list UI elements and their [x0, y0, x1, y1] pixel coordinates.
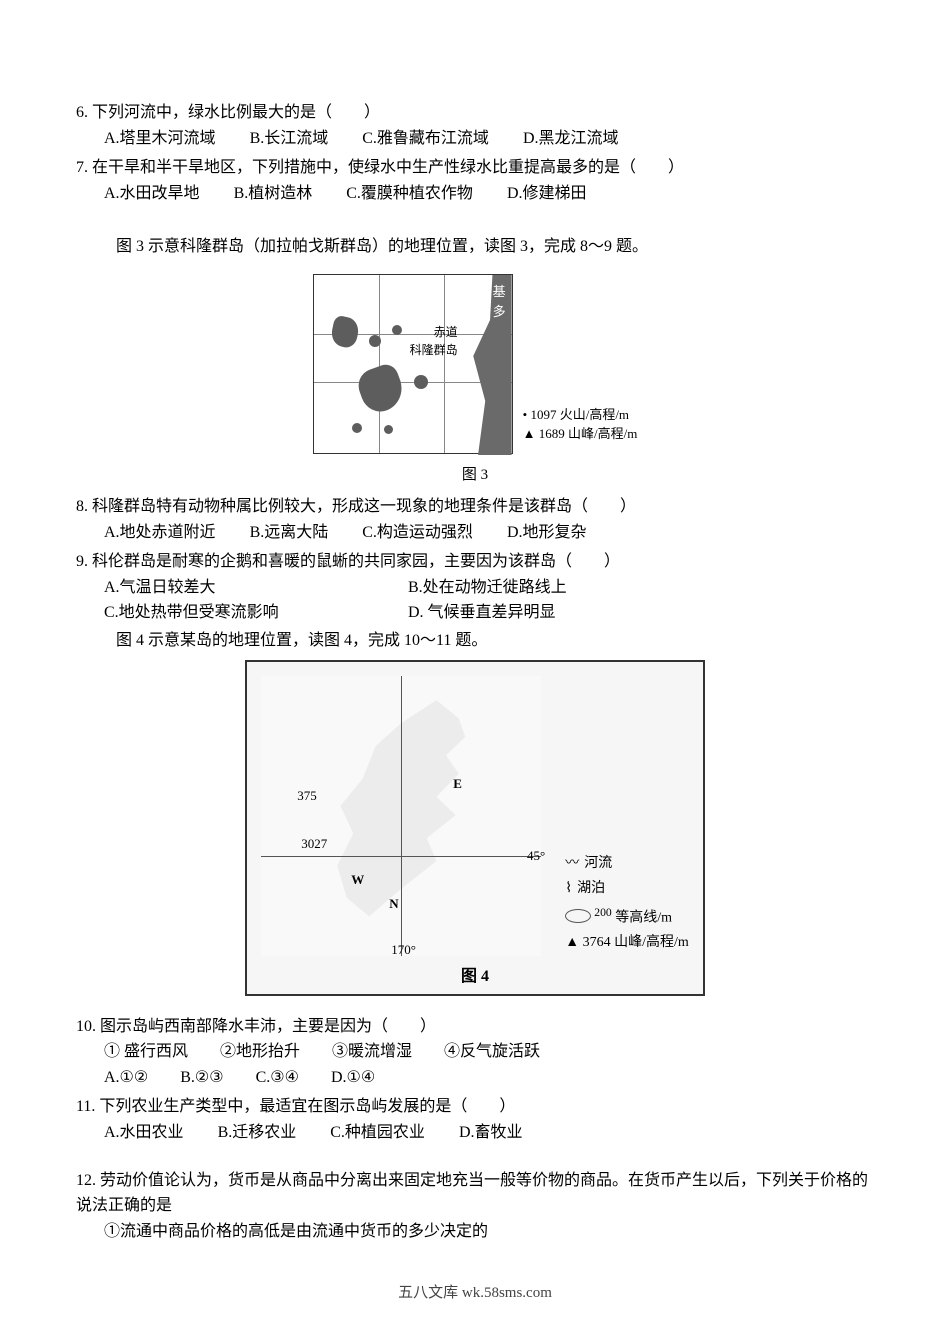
q12-circled: ①流通中商品价格的高低是由流通中货币的多少决定的: [76, 1219, 874, 1245]
q9-opt-d: D. 气候垂直差异明显: [408, 600, 708, 626]
figure-3-legend: • 1097 火山/高程/m ▲ 1689 山峰/高程/m: [523, 405, 638, 454]
q10-c1: ① 盛行西风: [104, 1043, 188, 1060]
q6-number: 6.: [76, 104, 88, 121]
question-6: 6. 下列河流中，绿水比例最大的是（ ） A.塔里木河流域 B.长江流域 C.雅…: [76, 100, 874, 151]
q7-stem: 在干旱和半干旱地区，下列措施中，使绿水中生产性绿水比重提高最多的是（ ）: [92, 159, 684, 176]
q8-opt-c: C.构造运动强烈: [362, 520, 473, 546]
q10-c4: ④反气旋活跃: [444, 1043, 540, 1060]
fig4-other-y: 375: [297, 788, 317, 804]
fig3-legend2-num: ▲ 1689: [523, 426, 565, 441]
q7-opt-d: D.修建梯田: [507, 181, 587, 207]
q12-stem: 劳动价值论认为，货币是从商品中分离出来固定地充当一般等价物的商品。在货币产生以后…: [76, 1172, 868, 1215]
q8-opt-b: B.远离大陆: [250, 520, 329, 546]
q8-number: 8.: [76, 498, 88, 515]
q11-opt-c: C.种植园农业: [330, 1120, 425, 1146]
fig4-letter-w: W: [351, 872, 364, 888]
fig4-legend-lake: 湖泊: [577, 881, 605, 896]
q11-stem: 下列农业生产类型中，最适宜在图示岛屿发展的是（ ）: [99, 1098, 515, 1115]
q11-opt-a: A.水田农业: [104, 1120, 184, 1146]
figure-4-legend: 〰 河流 ⌇ 湖泊 200 等高线/m ▲ 3764 山峰/高程/m: [565, 851, 689, 955]
fig3-label-ji: 基: [493, 281, 506, 300]
q6-stem: 下列河流中，绿水比例最大的是（ ）: [92, 104, 380, 121]
fig3-legend1-num: • 1097: [523, 407, 557, 422]
q9-opt-c: C.地处热带但受寒流影响: [104, 600, 404, 626]
q6-opt-a: A.塔里木河流域: [104, 126, 216, 152]
fig3-legend1-txt: 火山/高程/m: [560, 407, 629, 422]
q9-options: A.气温日较差大 B.处在动物迁徙路线上 C.地处热带但受寒流影响 D. 气候垂…: [76, 575, 874, 626]
fig4-legend-peak-num: ▲ 3764: [565, 935, 610, 950]
question-9: 9. 科伦群岛是耐寒的企鹅和喜暖的鼠蜥的共同家园，主要因为该群岛（ ） A.气温…: [76, 549, 874, 653]
fig4-letter-n: N: [389, 896, 398, 912]
q6-options: A.塔里木河流域 B.长江流域 C.雅鲁藏布江流域 D.黑龙江流域: [76, 126, 874, 152]
q10-opt-a: A.①②: [104, 1065, 148, 1091]
q11-opt-b: B.迁移农业: [218, 1120, 297, 1146]
question-12: 12. 劳动价值论认为，货币是从商品中分离出来固定地充当一般等价物的商品。在货币…: [76, 1168, 874, 1245]
q8-opt-d: D.地形复杂: [507, 520, 587, 546]
q8-stem: 科隆群岛特有动物种属比例较大，形成这一现象的地理条件是该群岛（ ）: [92, 498, 636, 515]
question-8: 8. 科隆群岛特有动物种属比例较大，形成这一现象的地理条件是该群岛（ ） A.地…: [76, 494, 874, 545]
figure-4-map: 170° 45° 375 3027 E W N: [261, 676, 541, 956]
q6-opt-d: D.黑龙江流域: [523, 126, 619, 152]
river-icon: 〰: [565, 856, 577, 871]
figure4-instruction: 图 4 示意某岛的地理位置，读图 4，完成 10～11 题。: [76, 628, 874, 654]
fig4-legend-contour-num: 200: [594, 906, 611, 919]
contour-icon: [565, 909, 591, 923]
q9-opt-a: A.气温日较差大: [104, 575, 404, 601]
q10-opt-d: D.①④: [331, 1065, 375, 1091]
q7-opt-c: C.覆膜种植农作物: [346, 181, 473, 207]
question-10: 10. 图示岛屿西南部降水丰沛，主要是因为（ ） ① 盛行西风 ②地形抬升 ③暖…: [76, 1014, 874, 1091]
figure-3-map: 基 多 赤道 科隆群岛: [313, 274, 513, 454]
fig3-tag-equator: 赤道: [434, 323, 458, 340]
q11-number: 11.: [76, 1098, 95, 1115]
q6-opt-b: B.长江流域: [250, 126, 329, 152]
fig4-axis-x: 170°: [391, 942, 416, 958]
q7-options: A.水田改旱地 B.植树造林 C.覆膜种植农作物 D.修建梯田: [76, 181, 874, 207]
fig3-label-duo: 多: [493, 301, 506, 320]
figure3-instruction: 图 3 示意科隆群岛（加拉帕戈斯群岛）的地理位置，读图 3，完成 8～9 题。: [76, 234, 874, 260]
page-footer: 五八文库 wk.58sms.com: [0, 1281, 950, 1302]
q7-number: 7.: [76, 159, 88, 176]
q10-opt-c: C.③④: [256, 1065, 299, 1091]
fig4-letter-e: E: [453, 776, 462, 792]
fig4-legend-peak: 山峰/高程/m: [614, 935, 689, 950]
question-7: 7. 在干旱和半干旱地区，下列措施中，使绿水中生产性绿水比重提高最多的是（ ） …: [76, 155, 874, 206]
figure-3-caption: 图 3: [76, 463, 874, 484]
q8-opt-a: A.地处赤道附近: [104, 520, 216, 546]
fig4-coast-num: 3027: [301, 836, 327, 852]
fig4-legend-river: 河流: [584, 856, 612, 871]
q9-number: 9.: [76, 553, 88, 570]
figure-4-caption: 图 4: [261, 962, 689, 986]
q9-opt-b: B.处在动物迁徙路线上: [408, 575, 708, 601]
figure-4: 170° 45° 375 3027 E W N 〰 河流 ⌇ 湖泊 200 等高…: [76, 660, 874, 996]
lake-icon: ⌇: [565, 881, 570, 896]
q11-options: A.水田农业 B.迁移农业 C.种植园农业 D.畜牧业: [76, 1120, 874, 1146]
q10-opt-b: B.②③: [180, 1065, 223, 1091]
fig4-legend-contour: 等高线/m: [615, 910, 672, 925]
q10-c2: ②地形抬升: [220, 1043, 300, 1060]
fig3-tag-islands: 科隆群岛: [410, 341, 458, 358]
q10-stem: 图示岛屿西南部降水丰沛，主要是因为（ ）: [100, 1018, 436, 1035]
q10-circled: ① 盛行西风 ②地形抬升 ③暖流增湿 ④反气旋活跃: [76, 1039, 874, 1065]
q11-opt-d: D.畜牧业: [459, 1120, 523, 1146]
q12-c1: ①流通中商品价格的高低是由流通中货币的多少决定的: [104, 1223, 488, 1240]
q10-number: 10.: [76, 1018, 96, 1035]
q10-options: A.①② B.②③ C.③④ D.①④: [76, 1065, 874, 1091]
q10-c3: ③暖流增湿: [332, 1043, 412, 1060]
q6-opt-c: C.雅鲁藏布江流域: [362, 126, 489, 152]
q9-stem: 科伦群岛是耐寒的企鹅和喜暖的鼠蜥的共同家园，主要因为该群岛（ ）: [92, 553, 620, 570]
question-11: 11. 下列农业生产类型中，最适宜在图示岛屿发展的是（ ） A.水田农业 B.迁…: [76, 1094, 874, 1145]
fig4-axis-y: 45°: [527, 848, 545, 864]
q8-options: A.地处赤道附近 B.远离大陆 C.构造运动强烈 D.地形复杂: [76, 520, 874, 546]
fig3-legend2-txt: 山峰/高程/m: [568, 426, 637, 441]
q12-number: 12.: [76, 1172, 96, 1189]
figure-3: 基 多 赤道 科隆群岛 • 1097 火山/高程/m ▲ 1689 山峰/高程/…: [76, 274, 874, 484]
q7-opt-b: B.植树造林: [234, 181, 313, 207]
q7-opt-a: A.水田改旱地: [104, 181, 200, 207]
